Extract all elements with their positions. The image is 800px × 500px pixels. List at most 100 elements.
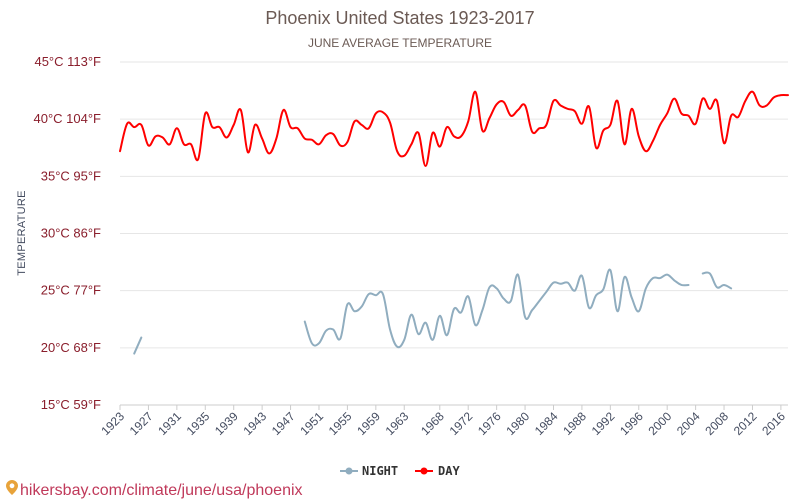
series-night-point[interactable] [523,315,527,319]
series-day-point[interactable] [765,103,769,107]
series-night-point[interactable] [374,293,378,297]
series-night-point[interactable] [416,332,420,336]
series-day-point[interactable] [679,111,683,115]
series-night-point[interactable] [672,278,676,282]
watermark[interactable]: hikersbay.com/climate/june/usa/phoenix [6,480,303,499]
series-day-point[interactable] [786,93,790,97]
legend-item-day[interactable]: DAY [415,464,460,478]
series-day-point[interactable] [623,142,627,146]
series-night-point[interactable] [445,333,449,337]
series-day-point[interactable] [168,142,172,146]
series-night-point[interactable] [729,286,733,290]
series-day-point[interactable] [296,126,300,130]
series-day-point[interactable] [416,131,420,135]
series-day-point[interactable] [608,123,612,127]
series-day-point[interactable] [445,125,449,129]
series-day-point[interactable] [154,134,158,138]
series-day-point[interactable] [132,125,136,129]
series-day-point[interactable] [324,133,328,137]
series-day-point[interactable] [317,142,321,146]
series-day-point[interactable] [658,123,662,127]
series-day-point[interactable] [779,93,783,97]
series-night-point[interactable] [395,345,399,349]
series-night-point[interactable] [708,272,712,276]
series-day-point[interactable] [473,90,477,94]
series-day-point[interactable] [516,108,520,112]
series-night-point[interactable] [388,328,392,332]
series-night-point[interactable] [317,341,321,345]
series-day-point[interactable] [559,103,563,107]
series-night-point[interactable] [495,286,499,290]
series-day-point[interactable] [587,105,591,109]
series-day-point[interactable] [239,108,243,112]
series-day-point[interactable] [374,111,378,115]
series-day-point[interactable] [459,134,463,138]
series-night-point[interactable] [687,283,691,287]
series-day-point[interactable] [246,150,250,154]
series-day-point[interactable] [594,146,598,150]
series-night-point[interactable] [310,341,314,345]
series-day-point[interactable] [146,143,150,147]
series-day-point[interactable] [630,107,634,111]
series-day-point[interactable] [338,143,342,147]
series-day-point[interactable] [580,122,584,126]
series-day-point[interactable] [253,123,257,127]
series-day-point[interactable] [715,99,719,103]
series-night-point[interactable] [637,309,641,313]
series-night-point[interactable] [459,310,463,314]
series-night-point[interactable] [488,285,492,289]
series-day-point[interactable] [566,107,570,111]
series-night-point[interactable] [608,268,612,272]
series-night-point[interactable] [338,337,342,341]
series-day-point[interactable] [189,142,193,146]
series-day-point[interactable] [431,131,435,135]
legend[interactable]: NIGHT DAY [340,464,460,478]
series-day-point[interactable] [758,103,762,107]
series-day-point[interactable] [267,151,271,155]
series-day-point[interactable] [466,119,470,123]
series-day-point[interactable] [175,126,179,130]
series-day-point[interactable] [210,125,214,129]
series-night-point[interactable] [544,290,548,294]
series-day-point[interactable] [488,116,492,120]
series-day-point[interactable] [139,123,143,127]
series-night-point[interactable] [431,338,435,342]
series-day-point[interactable] [353,119,357,123]
series-night-point[interactable] [701,272,705,276]
series-day-point[interactable] [530,130,534,134]
series-day-point[interactable] [480,129,484,133]
series-day-point[interactable] [232,123,236,127]
series-night-point[interactable] [587,306,591,310]
series-day-point[interactable] [260,137,264,141]
series-day-point[interactable] [537,126,541,130]
series-night-point[interactable] [658,276,662,280]
series-night-point[interactable] [679,283,683,287]
series-night-point[interactable] [516,273,520,277]
series-night-point[interactable] [665,273,669,277]
series-night-point[interactable] [402,338,406,342]
series-day-point[interactable] [203,111,207,115]
series-day-point[interactable] [331,132,335,136]
series-night-point[interactable] [409,313,413,317]
series-night-point[interactable] [424,321,428,325]
series-day-point[interactable] [672,97,676,101]
series-night-point[interactable] [594,293,598,297]
series-night-point[interactable] [132,352,136,356]
series-night-point[interactable] [566,281,570,285]
series-night-point[interactable] [651,276,655,280]
series-night-point[interactable] [139,336,143,340]
series-day-point[interactable] [409,142,413,146]
series-day-point[interactable] [424,164,428,168]
series-night-point[interactable] [715,285,719,289]
series-day-point[interactable] [196,157,200,161]
series-night-point[interactable] [502,297,506,301]
series-day-point[interactable] [381,110,385,114]
series-day-point[interactable] [750,90,754,94]
series-night-point[interactable] [573,289,577,293]
series-day-point[interactable] [772,95,776,99]
series-night-point[interactable] [480,308,484,312]
series-day-point[interactable] [644,149,648,153]
series-day-point[interactable] [523,103,527,107]
series-night-point[interactable] [615,309,619,313]
series-night-point[interactable] [360,305,364,309]
